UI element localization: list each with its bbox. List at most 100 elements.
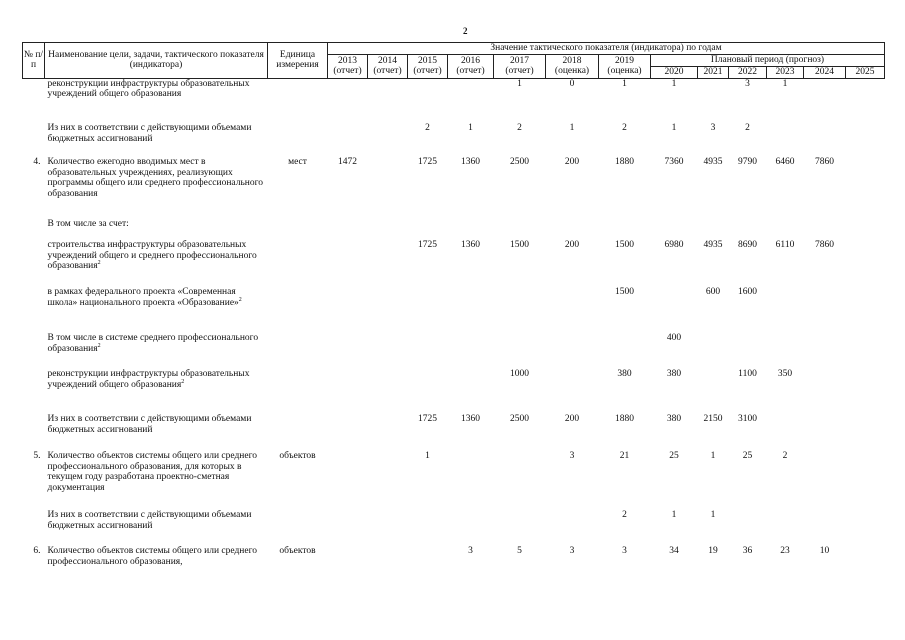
row-value: 8690: [738, 240, 757, 250]
row-unit: [268, 78, 328, 123]
row-value: 380: [617, 369, 632, 379]
row-unit: [268, 369, 328, 414]
row-value: 1: [671, 123, 677, 133]
header-year: 2016 (отчет): [447, 53, 494, 79]
row-value: [328, 546, 368, 586]
row-value: [408, 369, 448, 414]
row-value: [448, 78, 494, 123]
row-value: 1000: [510, 369, 529, 379]
header-plan-year: 2021: [697, 65, 729, 79]
row-value: 1360: [461, 414, 480, 424]
header-unit: Единица измерения: [267, 42, 328, 79]
row-value: [546, 287, 599, 333]
row-value: [546, 219, 599, 240]
table-row: 4. Количество ежегодно вводимых мест в о…: [23, 157, 885, 219]
row-unit: объектов: [279, 451, 316, 461]
row-value: [599, 333, 651, 369]
row-number: 5.: [33, 451, 41, 461]
row-value: [846, 369, 885, 414]
row-value: [494, 287, 546, 333]
row-value: [494, 510, 546, 546]
row-value: [846, 414, 885, 451]
row-value: [408, 219, 448, 240]
row-value: 3: [622, 546, 627, 556]
row-value: 19: [708, 546, 718, 556]
row-value: [767, 287, 804, 333]
row-value: [651, 287, 698, 333]
row-name: Количество объектов системы общего или с…: [47, 546, 258, 567]
row-value: [651, 219, 698, 240]
row-value: 1500: [615, 240, 634, 250]
header-values-title: Значение тактического показателя (индика…: [327, 42, 885, 55]
row-value: [846, 451, 885, 510]
row-number: [23, 510, 45, 546]
row-name: Количество ежегодно вводимых мест в обра…: [47, 157, 264, 199]
row-value: [846, 78, 885, 123]
header-plan-title: Плановый период (прогноз): [650, 53, 885, 67]
footnote-mark: 2: [238, 296, 242, 303]
row-value: [804, 123, 846, 157]
row-value: [599, 219, 651, 240]
row-value: 1: [517, 78, 522, 89]
header-plan-year: 2024: [803, 65, 846, 79]
row-value: 2: [425, 123, 430, 133]
row-value: [767, 414, 804, 451]
row-value: 1880: [615, 157, 634, 167]
row-value: 4935: [703, 157, 723, 167]
header-year: 2019 (оценка): [598, 53, 651, 79]
row-value: [729, 333, 767, 369]
row-value: [494, 451, 546, 510]
row-value: 380: [666, 369, 682, 379]
row-value: [698, 333, 729, 369]
row-value: 1360: [461, 157, 480, 167]
table-row: Из них в соответствии с действующими объ…: [23, 510, 885, 546]
row-value: [368, 287, 408, 333]
row-value: [804, 333, 846, 369]
row-value: [804, 369, 846, 414]
row-name: Количество объектов системы общего или с…: [47, 451, 258, 493]
row-number: 4.: [33, 157, 41, 167]
row-value: [767, 333, 804, 369]
header-name: Наименование цели, задачи, тактического …: [44, 42, 268, 79]
row-value: [494, 219, 546, 240]
table-row: реконструкции инфраструктуры образовател…: [23, 369, 885, 414]
row-value: [698, 219, 729, 240]
row-value: [368, 369, 408, 414]
row-value: 4935: [703, 240, 723, 250]
row-number: [23, 333, 45, 369]
table-row: Из них в соответствии с действующими объ…: [23, 414, 885, 451]
table-row: В том числе в системе среднего профессио…: [23, 333, 885, 369]
row-value: [448, 451, 494, 510]
row-value: [729, 219, 767, 240]
header-year: 2013 (отчет): [327, 53, 368, 79]
row-value: 2500: [510, 414, 529, 424]
row-value: [408, 510, 448, 546]
row-unit: [268, 414, 328, 451]
row-value: [804, 451, 846, 510]
row-value: [729, 510, 767, 546]
row-value: 3100: [738, 414, 757, 424]
row-value: 7860: [815, 240, 834, 250]
row-name: реконструкции инфраструктуры образовател…: [47, 78, 250, 100]
row-value: 1360: [461, 240, 480, 250]
row-value: 0: [569, 78, 575, 89]
indicator-table: № п/п Наименование цели, задачи, тактиче…: [22, 42, 885, 586]
row-value: [698, 369, 729, 414]
header-year: 2017 (отчет): [493, 53, 546, 79]
row-value: 1: [782, 78, 788, 89]
header-year: 2014 (отчет): [367, 53, 408, 79]
row-name: строительства инфраструктуры образовател…: [47, 240, 257, 271]
row-value: 5: [517, 546, 522, 556]
row-value: 25: [742, 451, 753, 461]
row-value: [767, 123, 804, 157]
row-value: 380: [666, 414, 682, 424]
table-row: строительства инфраструктуры образовател…: [23, 240, 885, 287]
row-number: [23, 369, 45, 414]
row-value: [546, 510, 599, 546]
row-value: [698, 78, 729, 123]
row-value: 2: [517, 123, 522, 133]
row-value: 7860: [815, 157, 834, 167]
row-value: [368, 333, 408, 369]
row-name: В том числе в системе среднего профессио…: [47, 333, 259, 354]
